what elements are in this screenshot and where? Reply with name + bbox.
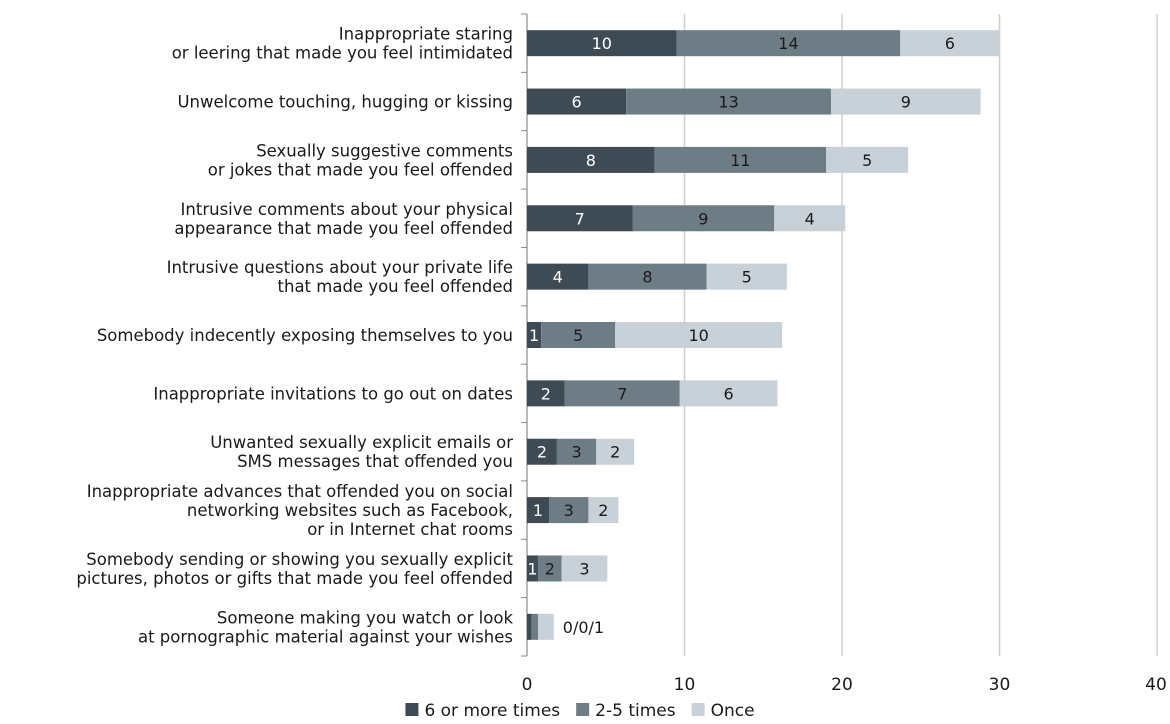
bar-segment: [654, 146, 827, 173]
bar-segment: [527, 146, 655, 173]
data-label: 11: [730, 151, 750, 170]
bar-segment: [632, 205, 775, 232]
data-label: 9: [901, 93, 911, 112]
data-label: 10: [688, 326, 708, 345]
legend-label: 6 or more times: [424, 701, 560, 721]
x-tick-label: 10: [674, 675, 696, 695]
data-label: 9: [698, 209, 708, 228]
data-label: 3: [564, 501, 574, 520]
data-label: 2: [610, 443, 620, 462]
category-label: Inappropriate advances that offended you…: [87, 482, 513, 539]
bar-segment: [826, 146, 909, 173]
bar-segment: [900, 30, 1000, 57]
bar-segment: [527, 205, 633, 232]
category-label: Unwanted sexually explicit emails or SMS …: [210, 433, 513, 471]
data-label: 4: [805, 209, 815, 228]
x-tick-label: 30: [989, 675, 1011, 695]
legend-label: 2-5 times: [595, 701, 676, 721]
data-label: 5: [742, 268, 752, 287]
bar-segment: [527, 88, 627, 115]
category-label: Unwelcome touching, hugging or kissing: [177, 93, 513, 112]
bar-segment: [561, 555, 608, 582]
bar-segment: [527, 322, 542, 348]
data-label: 2: [545, 559, 555, 578]
bar-segment: [541, 322, 616, 348]
category-labels: Inappropriate staring or leering that mad…: [76, 25, 513, 647]
bar-segment: [588, 263, 707, 290]
data-label: 1: [529, 326, 539, 345]
data-label: 4: [553, 268, 563, 287]
bar-segment: [588, 497, 619, 524]
bar-segment: [564, 380, 680, 407]
bar-segment: [615, 322, 783, 348]
data-label: 14: [778, 34, 798, 53]
category-label: Intrusive comments about your physical ap…: [174, 200, 513, 238]
bar-segment: [527, 380, 565, 407]
data-label: 8: [586, 151, 596, 170]
legend-swatch: [576, 703, 590, 716]
bar-segment: [527, 555, 539, 582]
bar-segment: [531, 613, 539, 640]
bar-segment: [527, 438, 557, 465]
bar-segment: [774, 205, 846, 232]
bar-segment: [527, 263, 589, 290]
data-label: 6: [572, 93, 582, 112]
data-label: 2: [598, 501, 608, 520]
bar-segment: [538, 613, 554, 640]
bar-segment: [830, 88, 981, 115]
x-tick-labels: 0 10 20 30 40: [522, 675, 1167, 695]
category-label: Sexually suggestive comments or jokes tha…: [208, 141, 513, 179]
data-label: 3: [572, 443, 582, 462]
category-label: Inappropriate invitations to go out on d…: [153, 384, 513, 403]
data-label: 5: [862, 151, 872, 170]
bar-segment: [706, 263, 787, 290]
data-label: 6: [724, 384, 734, 403]
data-label: 8: [642, 268, 652, 287]
bar-segment: [679, 380, 778, 407]
data-label: 3: [579, 559, 589, 578]
bar-segment: [549, 497, 589, 524]
data-label: 5: [573, 326, 583, 345]
bar-segment: [676, 30, 901, 57]
data-label: 10: [592, 34, 612, 53]
bar-segment: [626, 88, 831, 115]
bar-segment: [527, 30, 677, 57]
data-label: 13: [718, 93, 738, 112]
x-tick-label: 40: [1145, 675, 1167, 695]
outside-data-label: 0/0/1: [563, 618, 604, 637]
bar-segment: [527, 613, 532, 640]
legend-swatch: [405, 703, 419, 716]
legend-swatch: [691, 703, 705, 716]
data-label: 7: [575, 209, 585, 228]
data-label: 2: [537, 443, 547, 462]
x-tick-label: 0: [522, 675, 533, 695]
data-label: 1: [533, 501, 543, 520]
category-label: Intrusive questions about your private l…: [167, 258, 513, 296]
bar-segment: [596, 438, 635, 465]
category-label: Inappropriate staring or leering that mad…: [172, 25, 513, 63]
category-label: Somebody indecently exposing themselves …: [97, 326, 513, 345]
bar-segment: [538, 555, 562, 582]
legend: 6 or more times 2-5 times Once: [405, 701, 755, 721]
axes: [521, 13, 528, 657]
category-label: Someone making you watch or look at porno…: [138, 608, 513, 646]
data-label: 1: [527, 559, 537, 578]
bars: 10 14 66 13 98 11 57 9 44 8 51 5 102 7 62 3 21 3 21 2 30/0/1: [527, 30, 1000, 640]
data-label: 2: [541, 384, 551, 403]
data-label: 6: [945, 34, 955, 53]
bar-segment: [527, 497, 550, 524]
x-tick-label: 20: [831, 675, 853, 695]
category-label: Somebody sending or showing you sexually…: [76, 550, 513, 588]
data-label: 7: [617, 384, 627, 403]
legend-label: Once: [711, 701, 755, 721]
bar-segment: [556, 438, 597, 465]
